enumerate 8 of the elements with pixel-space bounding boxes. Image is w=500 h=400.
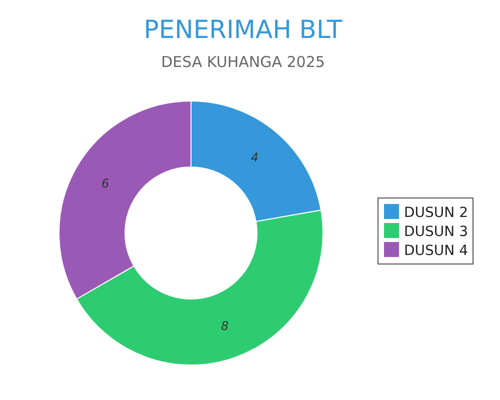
data-label: 4 <box>250 150 258 164</box>
data-label: 8 <box>221 319 230 334</box>
legend-label: DUSUN 2 <box>404 205 468 221</box>
legend-label: DUSUN 4 <box>404 243 468 259</box>
chart-subtitle: DESA KUHANGA 2025 <box>161 53 325 71</box>
legend-label: DUSUN 3 <box>404 224 468 240</box>
chart-title: PENERIMAH BLT <box>144 15 343 44</box>
data-label: 6 <box>101 176 110 191</box>
